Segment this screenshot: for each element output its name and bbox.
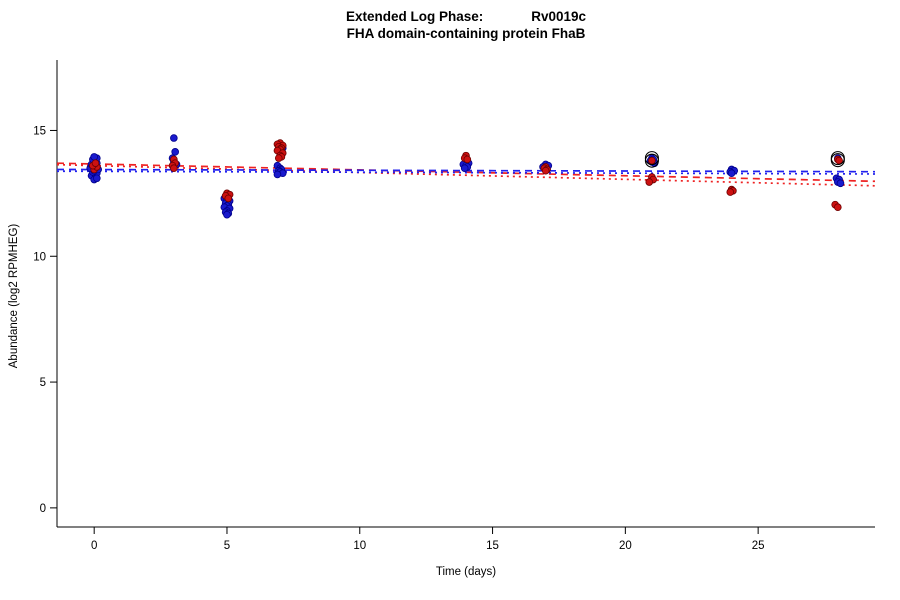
data-point-blue [90, 153, 98, 161]
chart-title-gene: Rv0019c [531, 9, 587, 24]
data-point-blue [460, 164, 469, 172]
data-point-blue [171, 148, 179, 156]
y-tick-label: 10 [33, 251, 46, 263]
data-point-red [648, 156, 656, 165]
data-point-red [541, 166, 550, 175]
y-tick-label: 0 [40, 503, 46, 515]
chart-subtitle: FHA domain-containing protein FhaB [346, 26, 586, 41]
data-point-blue [727, 169, 736, 178]
data-point-red [274, 154, 283, 162]
y-axis-label: Abundance (log2 RPMHEG) [8, 223, 20, 369]
chart-title: Extended Log Phase: Rv0019c FHA domain-co… [57, 8, 875, 42]
data-points [86, 134, 845, 219]
x-tick-label: 15 [486, 540, 499, 552]
trend-line-blue-dotted [56, 170, 876, 175]
y-tick-label: 15 [33, 125, 46, 137]
data-point-red [224, 194, 233, 203]
data-point-blue [170, 134, 178, 142]
data-point-red [463, 155, 472, 164]
highlight-ring [830, 153, 845, 168]
x-tick-label: 5 [224, 540, 230, 552]
data-point-red [834, 203, 842, 211]
data-point-red [645, 178, 654, 186]
chart-title-line1: Extended Log Phase: Rv0019c [57, 8, 875, 25]
x-tick-label: 10 [353, 540, 366, 552]
chart-title-phase: Extended Log Phase: [345, 9, 484, 24]
data-point-red [726, 188, 735, 196]
data-point-red [170, 164, 178, 172]
trend-line-red-dotted [56, 163, 876, 187]
data-point-blue [93, 174, 101, 183]
y-tick-label: 5 [40, 377, 46, 389]
highlight-rings [644, 151, 845, 168]
data-point-red [91, 159, 100, 167]
data-point-blue [273, 170, 282, 179]
data-point-blue [836, 179, 845, 188]
x-tick-label: 0 [91, 540, 97, 552]
highlight-ring [644, 153, 659, 168]
x-tick-label: 25 [752, 540, 765, 552]
axes: 0 5 10 15 20 25 0 5 10 15 [33, 60, 875, 552]
data-point-blue [223, 210, 231, 219]
x-axis-label: Time (days) [435, 566, 497, 578]
x-tick-label: 20 [619, 540, 632, 552]
